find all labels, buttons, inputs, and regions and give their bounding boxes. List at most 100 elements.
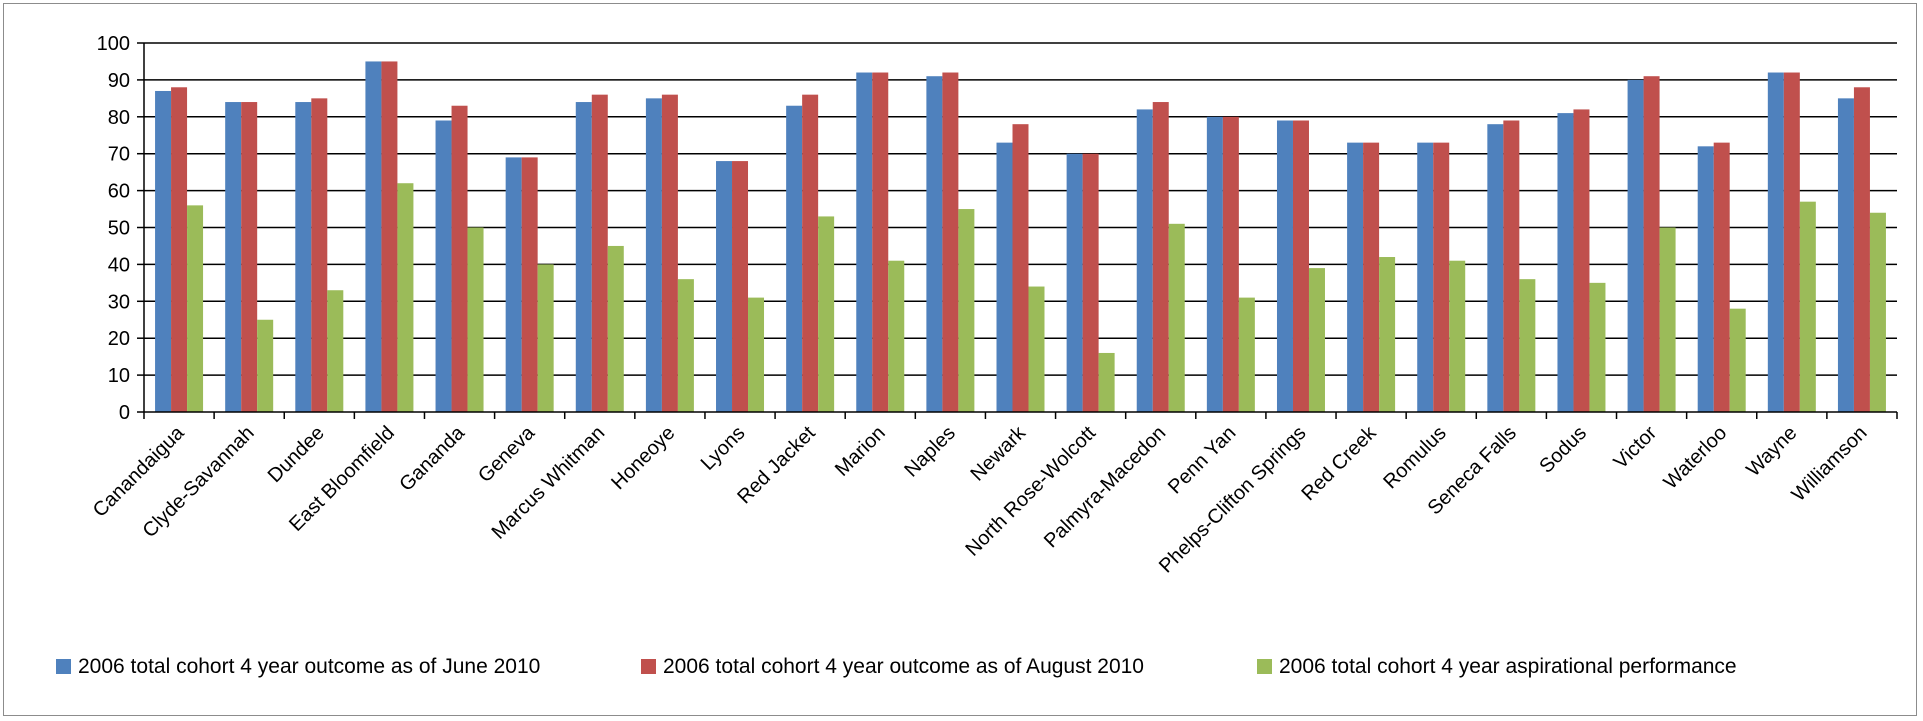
legend-swatch xyxy=(56,659,71,674)
x-tick-label: Waterloo xyxy=(1660,422,1732,494)
bar xyxy=(958,209,975,412)
bar xyxy=(1012,124,1029,413)
x-tick-label: Sodus xyxy=(1535,422,1591,478)
x-tick-label: Williamson xyxy=(1788,422,1872,506)
bar xyxy=(1206,116,1223,413)
bar xyxy=(1098,352,1115,412)
bar xyxy=(1729,308,1746,412)
bar xyxy=(732,161,749,412)
bar xyxy=(1082,153,1099,412)
y-tick-label: 40 xyxy=(108,254,130,276)
bar xyxy=(1519,279,1536,412)
bar xyxy=(1379,257,1396,412)
legend-label: 2006 total cohort 4 year aspirational pe… xyxy=(1279,655,1737,678)
bar xyxy=(1627,79,1644,413)
bar xyxy=(1837,98,1854,412)
bar xyxy=(451,105,468,412)
bar xyxy=(381,61,398,412)
y-tick-label: 100 xyxy=(97,33,130,55)
bar xyxy=(1066,153,1083,412)
bar xyxy=(872,72,889,413)
y-tick-label: 60 xyxy=(108,181,130,203)
y-tick-label: 30 xyxy=(108,291,130,313)
bar xyxy=(1028,286,1045,412)
bar xyxy=(1799,201,1816,412)
bar xyxy=(1276,120,1293,413)
x-tick-label: Naples xyxy=(900,422,960,482)
bar xyxy=(1136,109,1153,413)
x-tick-label: Honeoye xyxy=(607,422,679,494)
x-tick-label: Geneva xyxy=(474,421,540,487)
x-tick-label: Gananda xyxy=(395,421,469,495)
bar xyxy=(856,72,873,413)
x-tick-label: Phelps-Clifton Springs xyxy=(1155,422,1310,577)
bar xyxy=(888,260,905,412)
bar xyxy=(1152,102,1169,412)
axes: 0102030405060708090100CanandaiguaClyde-S… xyxy=(89,33,1898,577)
legend: 2006 total cohort 4 year outcome as of J… xyxy=(56,655,1737,678)
bar xyxy=(225,102,242,412)
bar xyxy=(1417,142,1434,412)
bar xyxy=(1697,146,1714,412)
legend-label: 2006 total cohort 4 year outcome as of J… xyxy=(78,655,540,678)
bar xyxy=(645,98,662,412)
x-tick-label: North Rose-Wolcott xyxy=(961,422,1100,561)
bar xyxy=(537,264,554,412)
bar xyxy=(1589,282,1606,412)
bar xyxy=(171,87,188,412)
bar xyxy=(1853,87,1870,412)
bar xyxy=(818,216,835,412)
bar xyxy=(575,102,592,412)
bar xyxy=(1869,212,1886,412)
bar xyxy=(996,142,1013,412)
bar xyxy=(1433,142,1450,412)
y-tick-label: 80 xyxy=(108,107,130,129)
bar xyxy=(1503,120,1520,413)
bar xyxy=(1487,124,1504,413)
bar xyxy=(311,98,328,412)
bar xyxy=(1449,260,1466,412)
x-tick-label: Newark xyxy=(967,421,1031,485)
legend-swatch xyxy=(641,659,656,674)
x-tick-label: Wayne xyxy=(1742,422,1801,481)
bar xyxy=(786,105,803,412)
bar xyxy=(435,120,452,413)
bar xyxy=(365,61,382,412)
bar xyxy=(1557,113,1574,413)
bar xyxy=(942,72,959,413)
legend-label: 2006 total cohort 4 year outcome as of A… xyxy=(663,655,1144,678)
y-tick-label: 10 xyxy=(108,365,130,387)
bar xyxy=(1363,142,1380,412)
x-tick-label: Victor xyxy=(1610,422,1662,474)
bar xyxy=(155,90,172,412)
bar xyxy=(1767,72,1784,413)
y-tick-label: 0 xyxy=(119,402,130,424)
x-tick-label: Romulus xyxy=(1379,422,1450,493)
bar xyxy=(327,290,344,412)
x-tick-label: Marion xyxy=(831,422,890,481)
bar xyxy=(1783,72,1800,413)
bar xyxy=(926,76,943,413)
bar xyxy=(1292,120,1309,413)
bar xyxy=(1713,142,1730,412)
bar xyxy=(1168,223,1185,412)
bar xyxy=(1308,268,1325,412)
y-tick-label: 20 xyxy=(108,328,130,350)
bar xyxy=(1222,116,1239,413)
y-tick-label: 90 xyxy=(108,70,130,92)
bar xyxy=(1643,76,1660,413)
bar xyxy=(1573,109,1590,413)
bar xyxy=(505,157,522,412)
bar xyxy=(661,94,678,412)
bar xyxy=(1659,227,1676,412)
bar xyxy=(187,205,204,412)
bar xyxy=(1347,142,1364,412)
bar xyxy=(467,227,484,412)
bar xyxy=(257,319,274,412)
x-tick-label: Lyons xyxy=(697,422,750,475)
bar xyxy=(607,245,624,412)
legend-swatch xyxy=(1257,659,1272,674)
bar xyxy=(295,102,312,412)
x-tick-label: Dundee xyxy=(264,422,329,487)
